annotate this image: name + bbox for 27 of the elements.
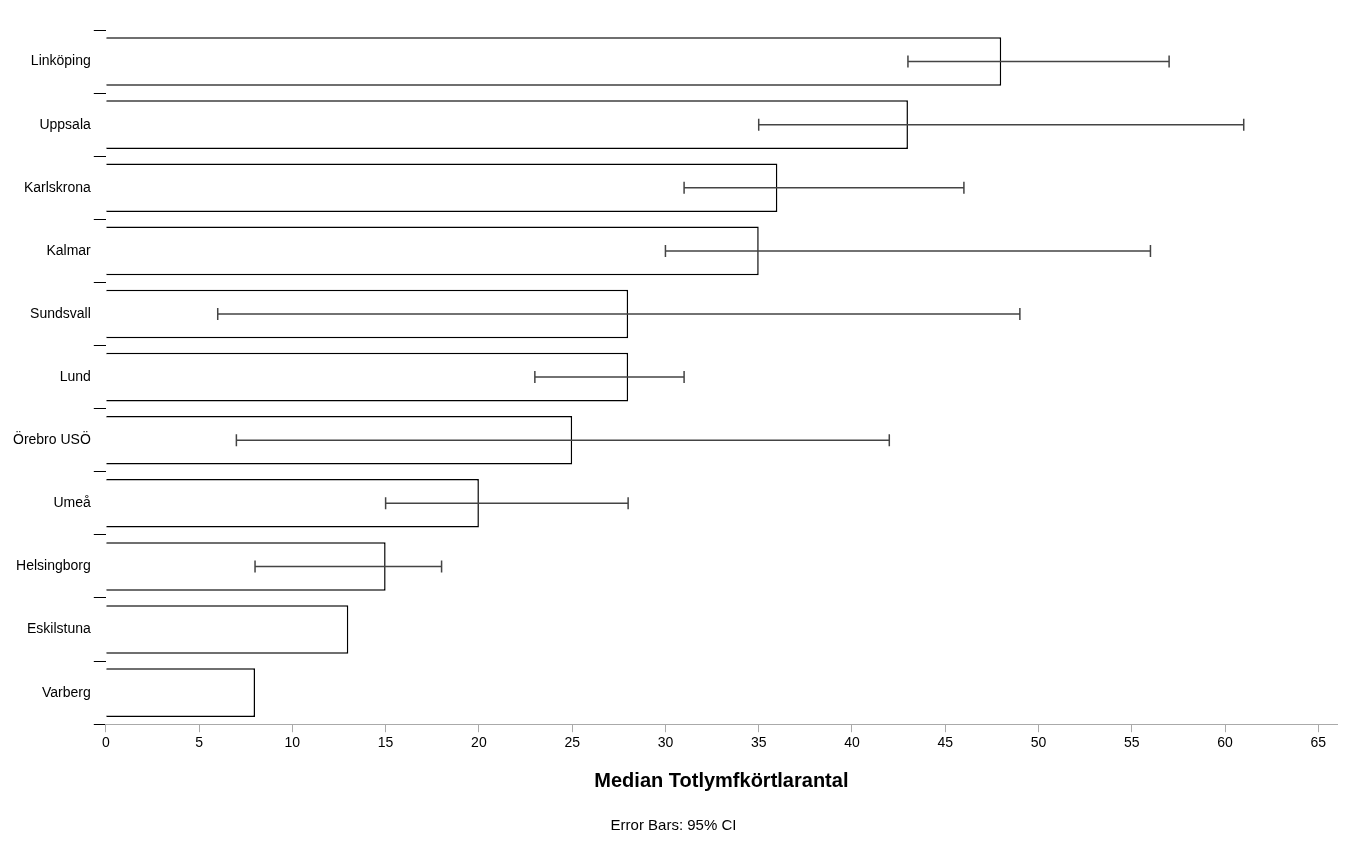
x-tick-label: 45: [937, 734, 954, 751]
x-tick-label: 50: [1030, 734, 1047, 751]
x-tick-label: 35: [750, 734, 767, 751]
x-tick-label: 0: [101, 734, 110, 751]
x-tick-label: 60: [1217, 734, 1234, 751]
x-tick-label: 25: [564, 734, 581, 751]
y-tick-label: Lund: [59, 367, 91, 384]
y-tick-label: Linköping: [30, 52, 91, 69]
x-tick-label: 65: [1310, 734, 1327, 751]
x-tick-label: 30: [657, 734, 674, 751]
x-tick-label: 10: [284, 734, 301, 751]
x-axis-title: Median Totlymfkörtlarantal: [594, 768, 849, 791]
y-tick-label: Uppsala: [39, 115, 91, 132]
x-tick-label: 20: [471, 734, 487, 751]
x-tick-label: 55: [1124, 734, 1140, 751]
x-tick-label: 5: [195, 734, 204, 751]
y-tick-label: Karlskrona: [23, 178, 92, 195]
y-tick-label: Helsingborg: [16, 557, 91, 574]
y-tick-label: Umeå: [53, 494, 91, 511]
y-tick-label: Sundsvall: [30, 304, 91, 321]
text: Error Bars: 95% CI: [610, 816, 737, 834]
y-tick-label: Kalmar: [46, 241, 92, 258]
x-tick-label: 15: [377, 734, 394, 751]
y-tick-label: Varberg: [42, 683, 91, 700]
y-tick-label: Eskilstuna: [26, 620, 92, 637]
x-tick-label: 40: [844, 734, 860, 751]
y-tick-label: Örebro USÖ: [12, 430, 91, 448]
